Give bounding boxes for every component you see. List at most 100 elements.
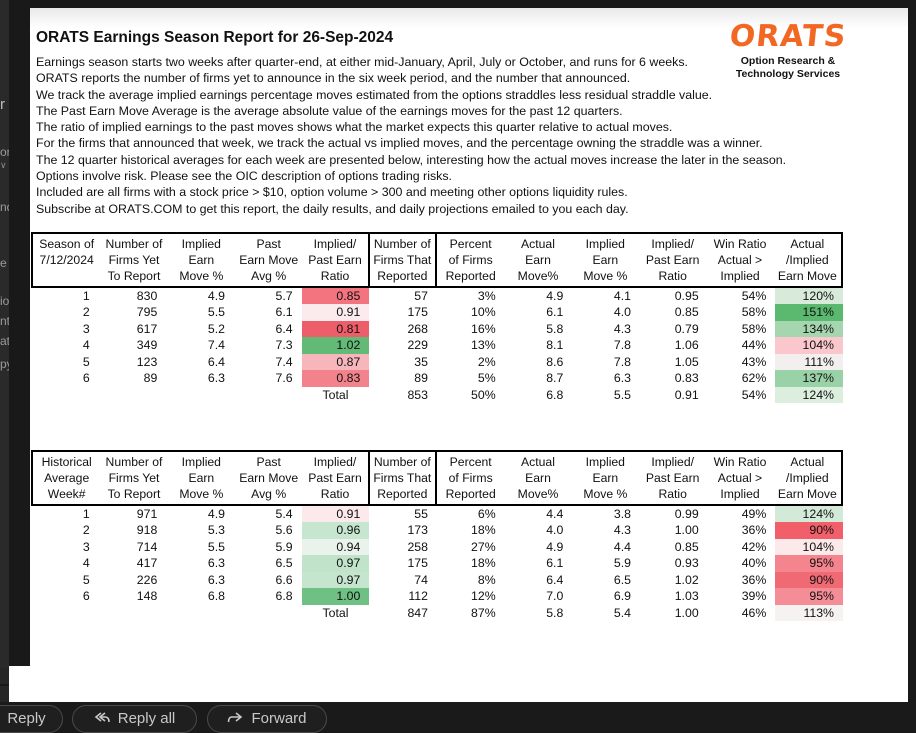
cell: 39% — [741, 589, 767, 604]
cell: 7.8 — [613, 338, 631, 353]
cell — [99, 387, 167, 404]
cell: 6.9 — [613, 589, 631, 604]
cell: 54% — [741, 288, 767, 303]
cell: 1.00 — [674, 605, 699, 620]
cell: 55 — [414, 506, 428, 521]
forward-button[interactable]: Forward — [207, 705, 327, 733]
header-col-7: Percent of Firms Reported — [445, 237, 496, 284]
cell: 5.6 — [275, 523, 293, 538]
cell: 5.5 — [207, 539, 225, 554]
pane-background — [9, 666, 30, 703]
intro-line: ORATS reports the number of firms yet to… — [36, 71, 631, 86]
cell: 1.03 — [674, 589, 699, 604]
cell: 6.8 — [546, 387, 564, 402]
cell: 6.8 — [275, 589, 293, 604]
reply-button[interactable]: Reply — [0, 705, 63, 733]
pane-text-fragment: r — [0, 96, 5, 113]
cell: 349 — [136, 338, 158, 353]
cell: Total — [322, 387, 349, 402]
cell: 0.85 — [674, 305, 699, 320]
cell: 0.95 — [674, 288, 699, 303]
header-col-6: Number of Firms That Reported — [370, 234, 437, 286]
cell: 58% — [741, 321, 767, 336]
cell: 617 — [136, 321, 158, 336]
cell: 90% — [775, 522, 843, 539]
cell: 18% — [471, 523, 496, 538]
cell: 104% — [775, 538, 843, 556]
cell: 0.85 — [301, 287, 370, 305]
cell: 5 — [82, 354, 90, 369]
cell: 0.91 — [301, 505, 370, 523]
cell: 6.5 — [613, 572, 631, 587]
header-col-12: Actual/Implied Earn Move — [777, 455, 837, 502]
cell: 35 — [414, 354, 428, 369]
reply-all-label: Reply all — [117, 710, 176, 727]
cell: 104% — [775, 337, 843, 354]
cell: 0.83 — [674, 371, 699, 386]
orats-logo-wordmark: ORATS — [727, 19, 849, 54]
header-col-2: Number of Firms Yet To Report — [105, 237, 163, 284]
header-col-9: Implied Earn Move % — [583, 237, 628, 284]
table-row: 4 417 6.3 6.5 0.97 175 18% 6.1 5.9 0.93 40% 95% — [31, 555, 843, 572]
cell: 6 — [82, 589, 90, 604]
header-col-4: Past Earn Move Avg % — [239, 237, 299, 284]
reply-all-button[interactable]: Reply all — [72, 705, 197, 733]
report-document: ORATS Earnings Season Report for 26-Sep-… — [30, 8, 908, 703]
message-list-pane[interactable]: r or ∨ nd e i io nt at py — [0, 0, 9, 673]
cell: 58% — [741, 305, 767, 320]
cell: 226 — [136, 572, 158, 587]
intro-line: The Past Earn Move Average is the averag… — [36, 103, 623, 118]
orats-logo: ORATS Option Research & Technology Servi… — [724, 19, 852, 80]
cell: 5.5 — [207, 305, 225, 320]
cell: 124% — [775, 386, 843, 404]
table-row: 1 971 4.9 5.4 0.91 55 6% 4.4 3.8 0.99 49% 124% — [31, 505, 843, 523]
cell: 0.81 — [301, 320, 370, 338]
current-season-table: Season of 7/12/2024 Number of Firms Yet To … — [31, 232, 843, 404]
table-body: 1 830 4.9 5.7 0.85 57 3% 4.9 4.1 0.95 54% 120% 2 795 5… — [31, 287, 843, 404]
header-col-12: Actual/Implied Earn Move — [777, 237, 837, 284]
list-item[interactable] — [0, 686, 9, 702]
pane-text-fragment: or — [0, 145, 9, 159]
cell: 57 — [414, 288, 428, 303]
cell: 4.4 — [546, 506, 564, 521]
cell: 1.00 — [674, 523, 699, 538]
cell: 0.99 — [674, 506, 699, 521]
cell: 4.0 — [613, 305, 631, 320]
cell: 7.3 — [275, 338, 293, 353]
cell: 87% — [471, 605, 496, 620]
cell: 0.97 — [301, 555, 370, 572]
forward-label: Forward — [251, 710, 307, 727]
cell: 918 — [136, 523, 158, 538]
cell: 5.8 — [546, 605, 564, 620]
cell: 151% — [775, 304, 843, 321]
cell: 13% — [471, 338, 496, 353]
header-col-8: Actual Earn Move% — [517, 237, 559, 284]
cell: 4.1 — [613, 288, 631, 303]
cell: 4.9 — [207, 506, 225, 521]
cell: 5.9 — [275, 539, 293, 554]
cell: 2% — [477, 354, 496, 369]
cell: 7.4 — [275, 354, 293, 369]
cell: 7.4 — [207, 338, 225, 353]
cell: 6.1 — [275, 305, 293, 320]
cell: 1.02 — [674, 572, 699, 587]
table-header: Season of 7/12/2024 Number of Firms Yet To … — [31, 232, 843, 288]
cell: 0.85 — [674, 539, 699, 554]
cell: 0.97 — [301, 571, 370, 589]
cell: 89 — [143, 371, 158, 386]
intro-line: We track the average implied earnings pe… — [36, 87, 713, 102]
cell: 6.3 — [613, 371, 631, 386]
cell: 5.4 — [275, 506, 293, 521]
cell: 3% — [477, 288, 496, 303]
logo-subtitle-line1: Option Research & — [740, 55, 836, 67]
cell: 5.8 — [546, 321, 564, 336]
intro-paragraph: Earnings season starts two weeks after q… — [36, 54, 786, 217]
table-row: 4 349 7.4 7.3 1.02 229 13% 8.1 7.8 1.06 44% 104% — [31, 337, 843, 354]
list-item[interactable] — [0, 668, 9, 684]
cell: 90% — [775, 571, 843, 589]
cell: 0.96 — [301, 522, 370, 539]
cell: 175 — [407, 556, 428, 571]
cell: 4.3 — [613, 321, 631, 336]
cell: 0.93 — [674, 556, 699, 571]
cell — [234, 387, 302, 404]
